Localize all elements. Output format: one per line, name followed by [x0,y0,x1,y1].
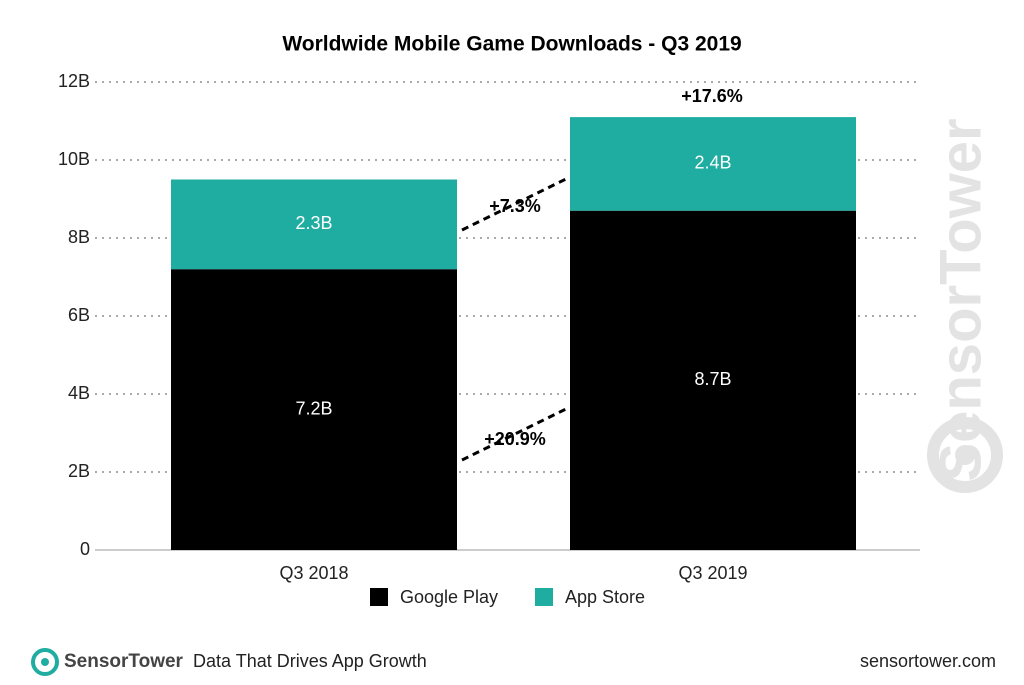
y-tick-label: 4B [68,383,90,403]
footer-logo [31,648,59,676]
bar-segment [570,210,856,550]
y-tick-label: 10B [58,149,90,169]
y-tick-label: 6B [68,305,90,325]
growth-connector [461,176,569,232]
data-label: 2.3B [295,213,332,233]
legend-label: App Store [565,587,645,607]
footer-url: sensortower.com [860,651,996,671]
annotation: +20.9% [484,429,546,449]
annotation: +17.6% [681,86,743,106]
data-label: 8.7B [694,369,731,389]
y-tick-label: 8B [68,227,90,247]
watermark-logo [927,417,1003,493]
data-label: 7.2B [295,398,332,418]
legend-swatch [535,588,553,606]
y-tick-label: 2B [68,461,90,481]
data-label: 2.4B [694,153,731,173]
bar-segment [171,269,457,550]
annotation: +7.3% [489,196,541,216]
bar-segment [171,179,457,270]
bar-segment [570,117,856,211]
growth-connector [461,406,569,462]
y-tick-label: 0 [80,539,90,559]
legend-swatch [370,588,388,606]
chart-title: Worldwide Mobile Game Downloads - Q3 201… [282,33,741,56]
legend-label: Google Play [400,587,498,607]
footer-brand: SensorTower [64,651,184,672]
y-tick-label: 12B [58,71,90,91]
footer-tagline: Data That Drives App Growth [193,651,427,671]
x-tick-label: Q3 2019 [678,563,747,583]
x-tick-label: Q3 2018 [279,563,348,583]
